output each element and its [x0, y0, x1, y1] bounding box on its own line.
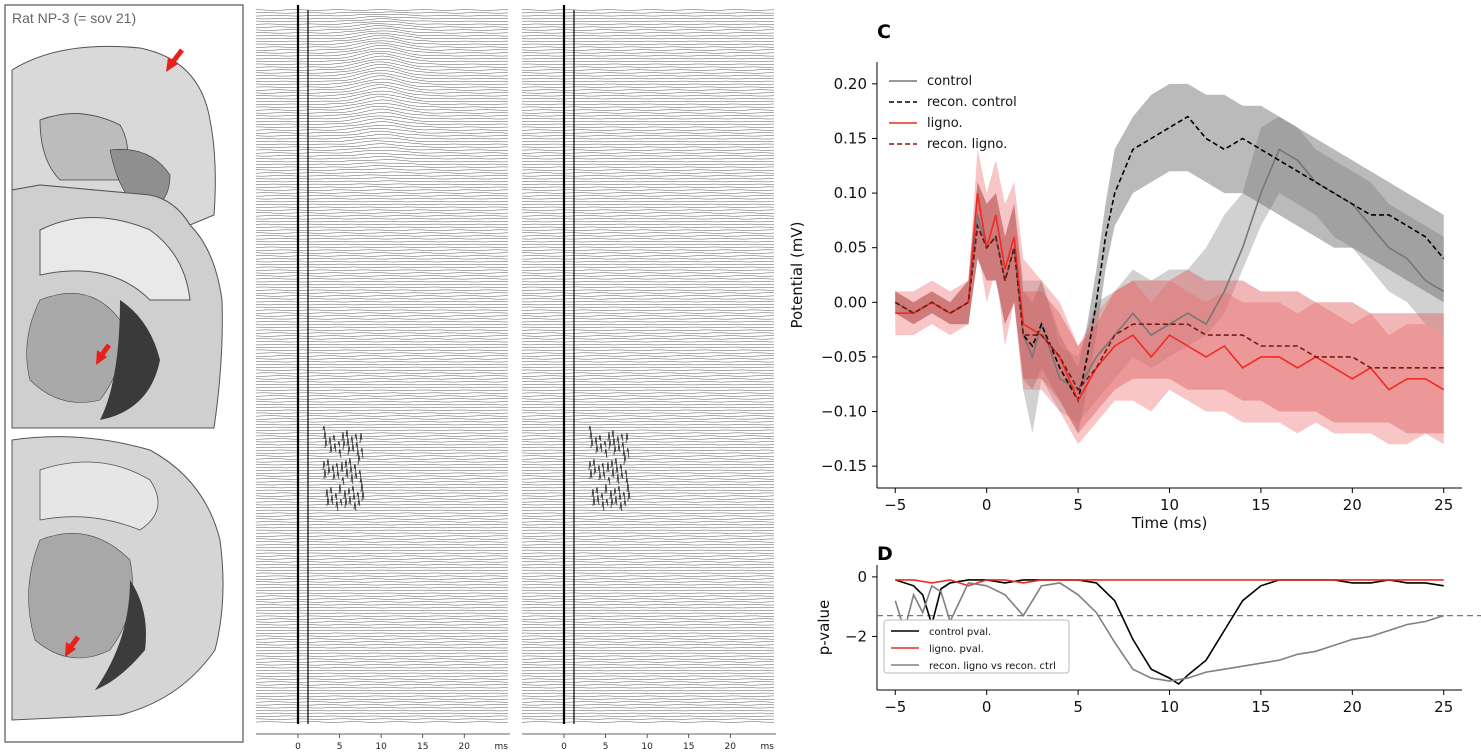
legend-label: control pval.	[929, 627, 991, 638]
trace-tick-label: 10	[375, 742, 387, 752]
series-line	[895, 579, 1444, 587]
x-tick-label: −5	[884, 698, 906, 716]
legend-label: recon. ligno.	[927, 137, 1007, 152]
spike-cluster	[322, 425, 365, 512]
trace-tick-label: 10	[641, 742, 653, 752]
series-band	[895, 182, 1444, 434]
panel-letter-d: D	[877, 543, 893, 565]
series-line	[895, 579, 1444, 686]
x-tick-label: 5	[1073, 496, 1083, 514]
legend-label: recon. ligno vs recon. ctrl	[929, 661, 1056, 672]
legend-label: recon. control	[927, 95, 1017, 110]
legend-label: ligno. pval.	[929, 644, 984, 655]
legend: control recon. control ligno. recon. ligno.	[889, 74, 1017, 152]
y-tick-label: 0	[857, 568, 867, 586]
trace-tick-label: 0	[561, 742, 567, 752]
x-tick-label: 20	[1343, 698, 1362, 716]
potential-chart: −5 0 5 10 15 20 25 0.20 0.15 0.10 0.05 0.00 −0.05 −0.…	[788, 62, 1462, 532]
y-tick-label: −0.15	[821, 457, 867, 475]
legend: control pval. ligno. pval. recon. ligno vs…	[883, 619, 1070, 674]
trace-tick-label: 5	[603, 742, 609, 752]
x-axis-label: Time (ms)	[1131, 514, 1208, 532]
trace-tick-label: 5	[337, 742, 343, 752]
y-tick-label: −2	[845, 627, 867, 645]
trace-unit-label: ms	[761, 742, 775, 752]
histology-label: Rat NP-3 (= sov 21)	[12, 10, 137, 26]
trace-unit-label: ms	[495, 742, 509, 752]
x-tick-label: 10	[1160, 496, 1179, 514]
x-tick-label: 5	[1073, 698, 1083, 716]
stimulation-site-arrows	[65, 48, 184, 657]
legend-label: ligno.	[927, 116, 963, 131]
y-tick-label: 0.20	[834, 75, 867, 93]
panel-letter-c: C	[877, 21, 891, 43]
y-tick-label: −0.05	[821, 348, 867, 366]
trace-tick-label: 15	[417, 742, 428, 752]
series-line	[894, 582, 1444, 682]
y-tick-label: 0.10	[834, 184, 867, 202]
x-tick-label: 0	[982, 496, 992, 514]
y-tick-label: 0.15	[834, 129, 867, 147]
x-tick-label: 20	[1343, 496, 1362, 514]
x-tick-label: 25	[1434, 698, 1453, 716]
series-band	[895, 149, 1444, 445]
trace-tick-label: 0	[295, 742, 301, 752]
x-tick-label: 15	[1251, 698, 1270, 716]
brain-slice-bottom	[11, 436, 224, 721]
x-tick-label: 15	[1251, 496, 1270, 514]
trace-stack-ligno: 0 5 10 15 20 ms	[521, 5, 776, 752]
trace-stack-control: 0 5 10 15 20 ms	[255, 5, 510, 752]
brain-slice-top	[11, 45, 223, 429]
y-tick-label: 0.05	[834, 239, 867, 257]
y-axis-label: Potential (mV)	[788, 221, 806, 328]
trace-tick-label: 20	[459, 742, 471, 752]
legend-label: control	[927, 74, 972, 89]
trace-tick-label: 20	[725, 742, 737, 752]
x-tick-label: 25	[1434, 496, 1453, 514]
y-axis-label: p-value	[815, 600, 833, 656]
trace-lines	[521, 9, 775, 723]
histology-panel	[4, 4, 244, 743]
y-tick-label: 0.00	[834, 293, 867, 311]
spike-cluster	[588, 425, 631, 512]
y-tick-label: −0.10	[821, 403, 867, 421]
series-line	[895, 192, 1445, 403]
x-tick-label: 0	[982, 698, 992, 716]
x-tick-label: −5	[884, 496, 906, 514]
histology-frame	[4, 4, 244, 743]
trace-tick-label: 15	[683, 742, 694, 752]
series-line	[894, 222, 1444, 392]
arrow-marker-thalamus-top	[96, 343, 112, 365]
arrow-marker-cortex	[166, 48, 184, 72]
trace-lines	[255, 9, 509, 723]
pvalue-chart: −5 0 5 10 15 20 25 0 −2 p-value control pval. ligno…	[815, 565, 1481, 716]
legend-frame	[883, 619, 1070, 674]
x-tick-label: 10	[1160, 698, 1179, 716]
arrow-marker-thalamus-bottom	[65, 635, 81, 657]
